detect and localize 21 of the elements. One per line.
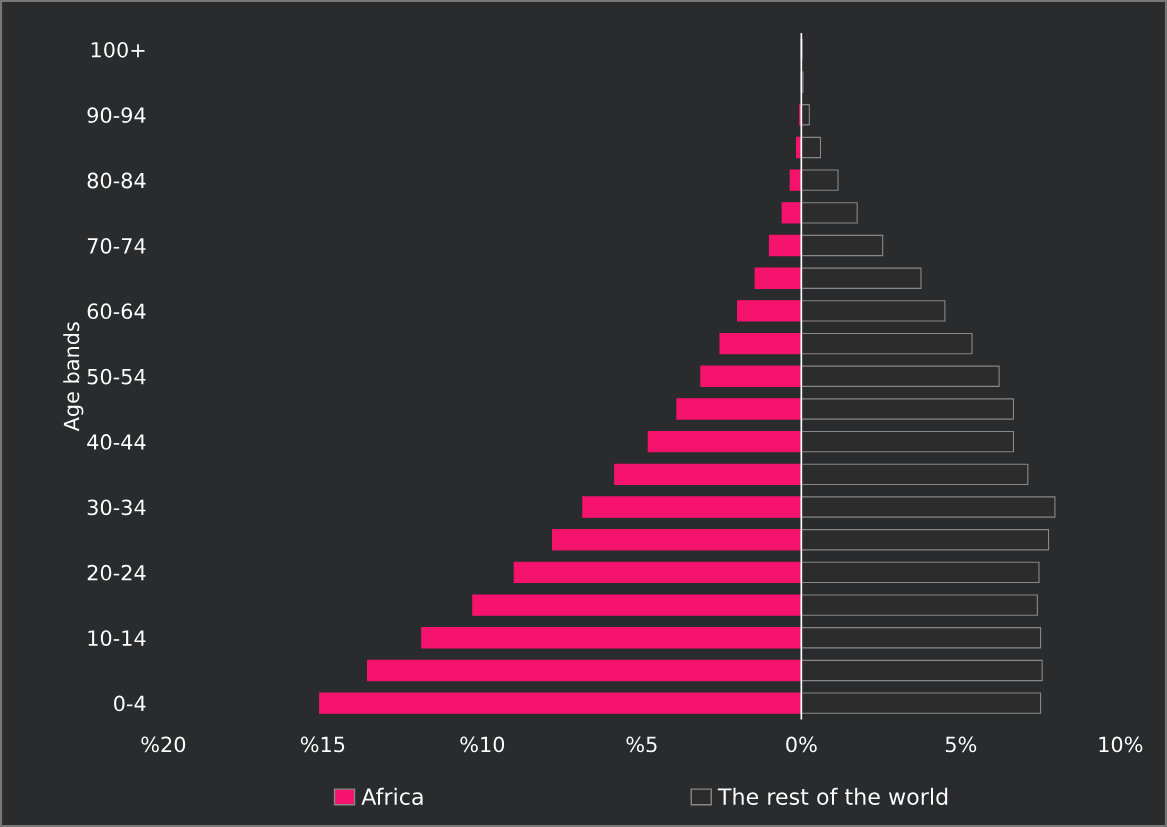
y-tick-label: 50-54	[87, 368, 146, 385]
legend-label: The rest of the world	[717, 787, 948, 806]
y-tick-label: 10-14	[88, 630, 146, 646]
y-tick-label: 100+	[91, 41, 145, 58]
y-tick-label: 80-84	[87, 172, 146, 189]
legend-label: Africa	[361, 787, 423, 806]
y-tick-label: 40-44	[87, 434, 146, 450]
y-axis-title: Age bands	[63, 322, 84, 432]
y-tick-label: 20-24	[87, 564, 146, 581]
y-tick-label: 70-74	[87, 237, 146, 254]
y-tick-label: 60-64	[87, 303, 146, 320]
y-tick-label: 0-4	[114, 695, 146, 712]
x-tick-label: 0%	[786, 736, 817, 753]
x-tick-label: 5%	[945, 736, 977, 753]
x-tick-label: 10%	[1099, 736, 1143, 753]
x-tick-label: %10	[460, 736, 505, 753]
y-tick-label: 90-94	[87, 107, 146, 124]
y-tick-label: 30-34	[87, 499, 146, 516]
x-tick-label: %5	[626, 736, 657, 753]
x-tick-label: %20	[141, 736, 186, 753]
x-tick-label: %15	[300, 736, 345, 753]
